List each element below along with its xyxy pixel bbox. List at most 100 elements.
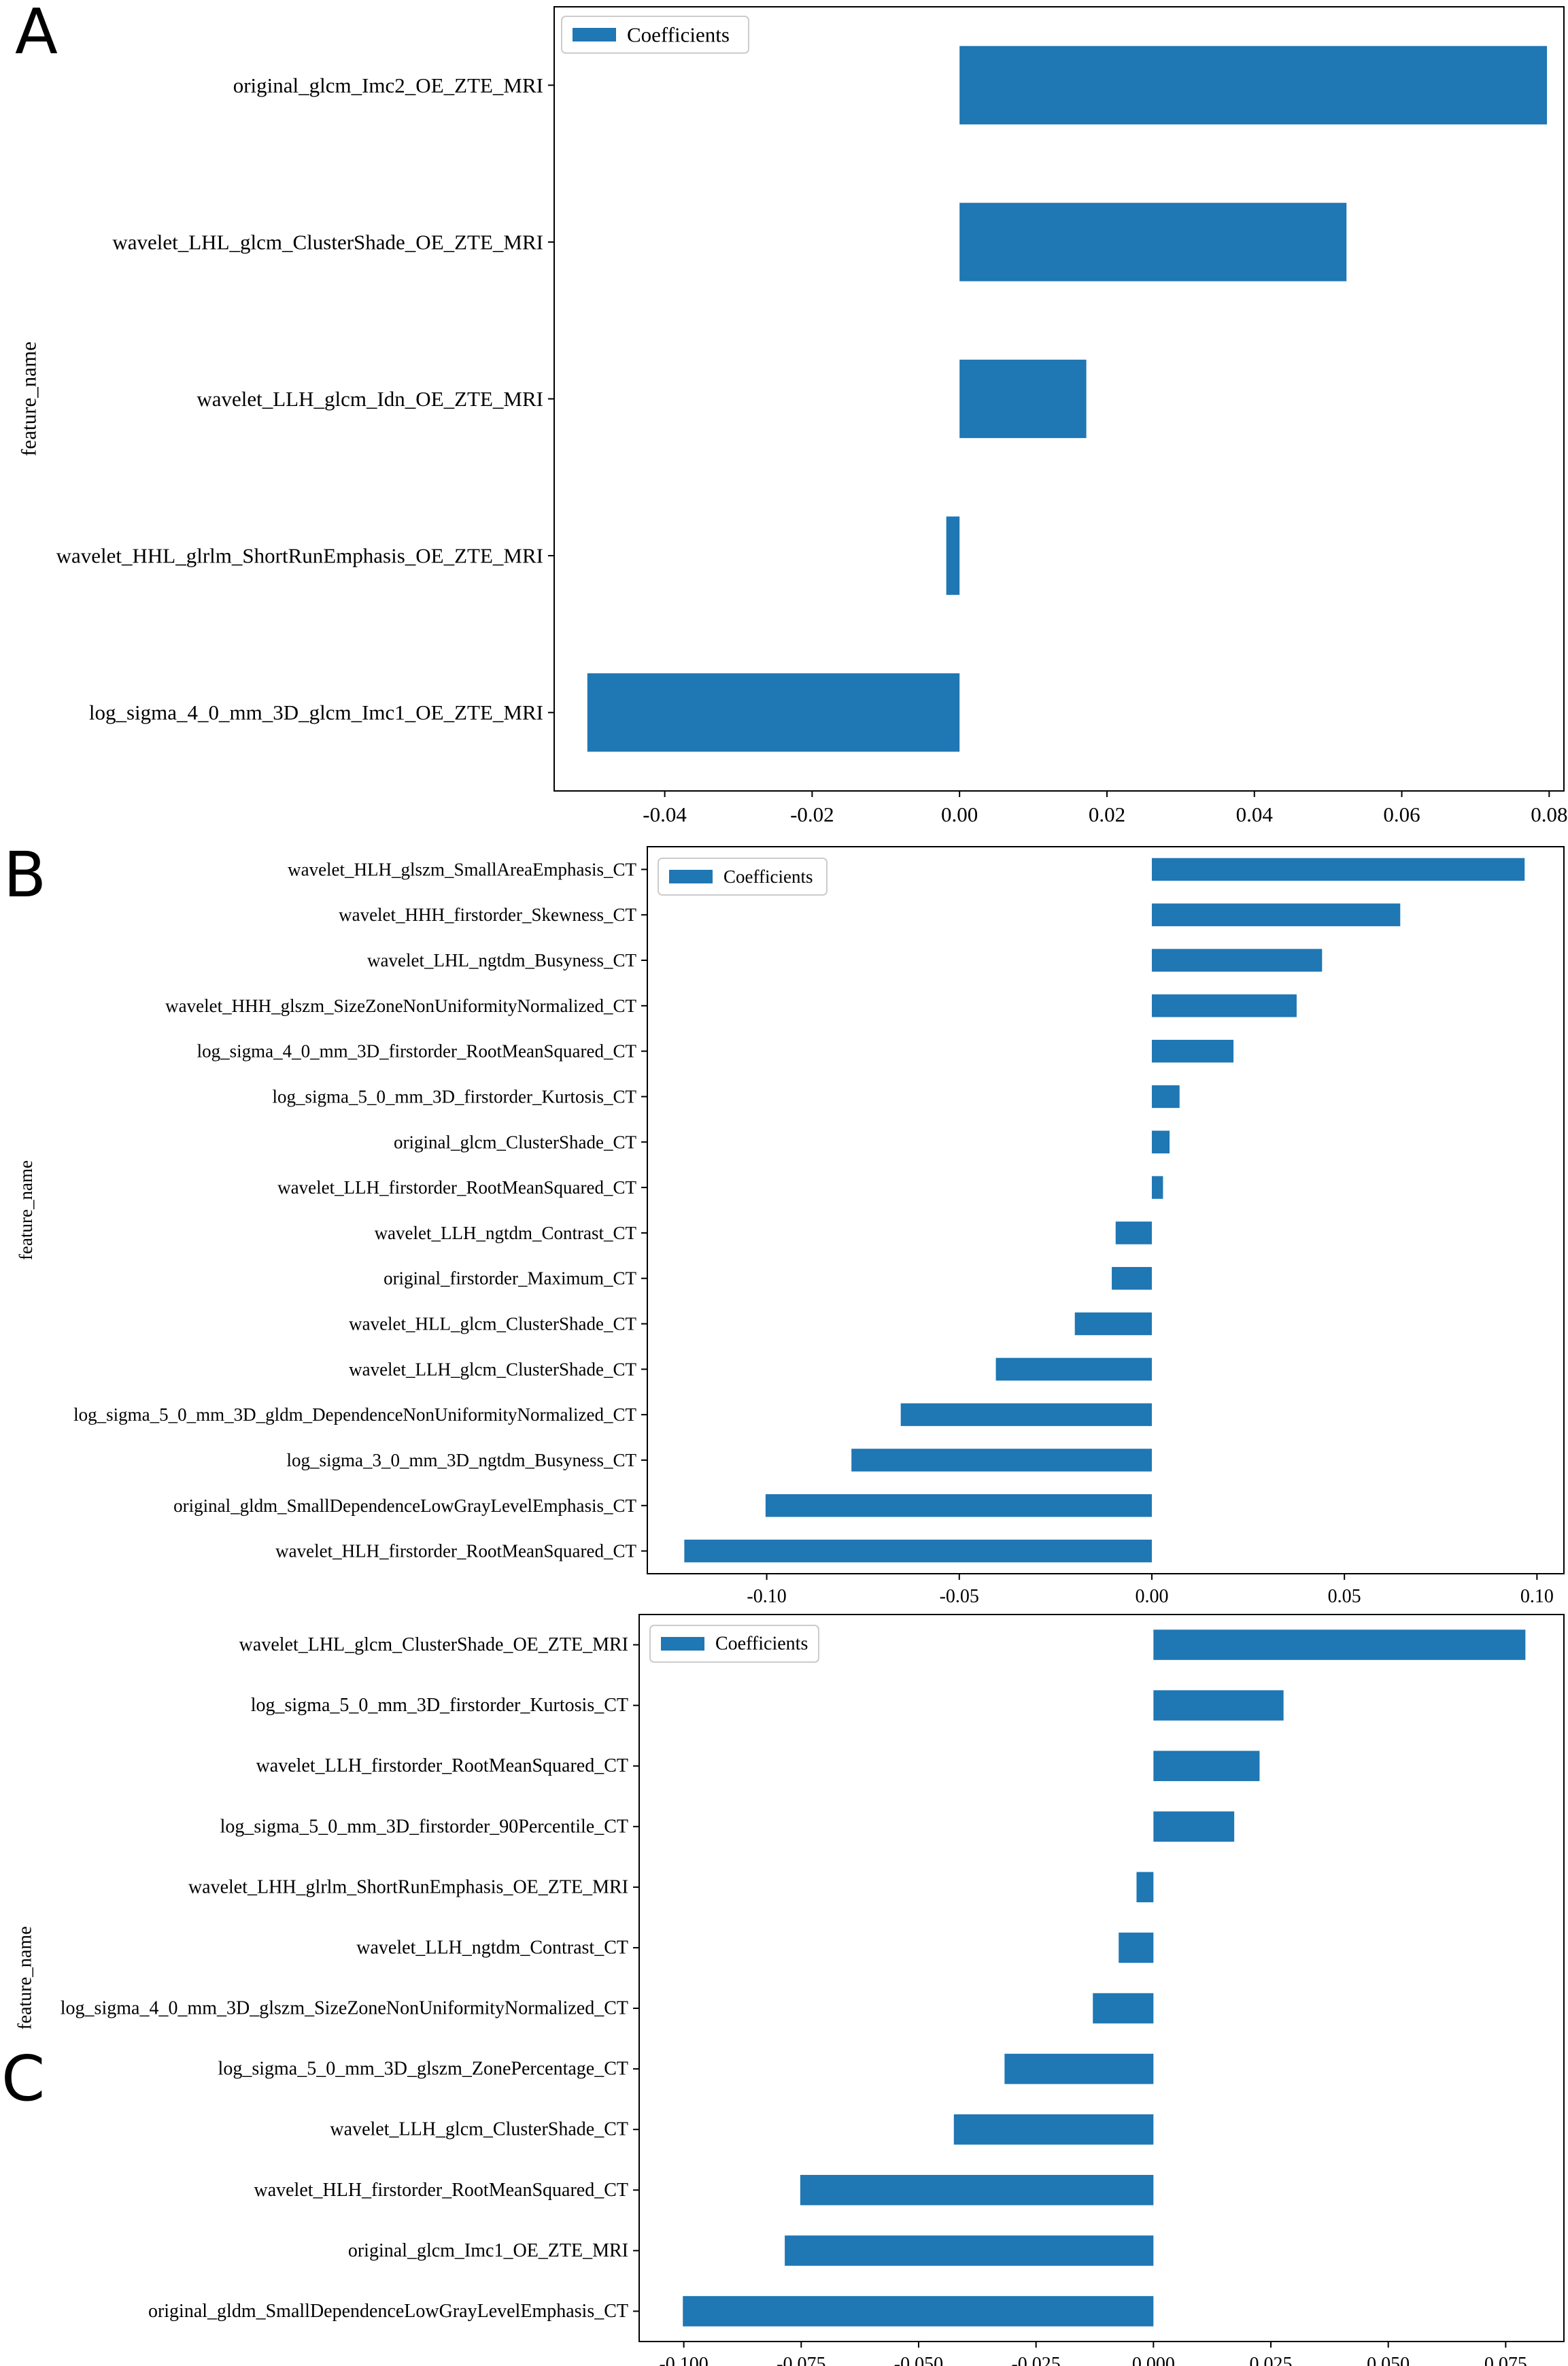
legend-swatch-b <box>669 870 713 883</box>
panel-letter-b: B <box>3 839 46 911</box>
category-label-c-8: log_sigma_5_0_mm_3D_glszm_ZonePercentage… <box>218 2059 628 2080</box>
category-label-c-1: wavelet_LHL_glcm_ClusterShade_OE_ZTE_MRI <box>239 1634 628 1655</box>
bar-c-8 <box>1004 2053 1154 2084</box>
legend-c: Coefficients <box>649 1625 819 1663</box>
x-tick-label-a-5: 0.04 <box>1236 802 1274 826</box>
x-tick-label-c-7: 0.050 <box>1367 2354 1410 2366</box>
category-label-b-9: wavelet_LLH_ngtdm_Contrast_CT <box>375 1223 637 1243</box>
bar-b-8 <box>1151 1176 1163 1199</box>
panel-letter-a: A <box>15 0 58 68</box>
category-label-c-2: log_sigma_5_0_mm_3D_firstorder_Kurtosis_… <box>251 1695 628 1716</box>
x-tick-label-a-3: 0.00 <box>941 802 978 826</box>
category-label-c-11: original_glcm_Imc1_OE_ZTE_MRI <box>348 2240 628 2261</box>
x-tick-label-b-2: -0.05 <box>940 1586 979 1607</box>
legend-b: Coefficients <box>658 858 828 896</box>
category-label-b-10: original_firstorder_Maximum_CT <box>384 1268 636 1289</box>
category-label-b-5: log_sigma_4_0_mm_3D_firstorder_RootMeanS… <box>197 1041 637 1062</box>
x-tick-label-a-7: 0.08 <box>1531 802 1567 826</box>
bar-c-5 <box>1136 1872 1154 1903</box>
category-label-c-5: wavelet_LHH_glrlm_ShortRunEmphasis_OE_ZT… <box>188 1876 628 1897</box>
y-axis-label-b: feature_name <box>16 1160 36 1260</box>
category-label-b-11: wavelet_HLL_glcm_ClusterShade_CT <box>349 1314 636 1334</box>
category-label-c-9: wavelet_LLH_glcm_ClusterShade_CT <box>330 2119 628 2140</box>
x-tick-label-a-1: -0.04 <box>643 802 687 826</box>
chart-panel-c: Cwavelet_LHL_glcm_ClusterShade_OE_ZTE_MR… <box>1 1614 1565 2366</box>
category-label-c-7: log_sigma_4_0_mm_3D_glszm_SizeZoneNonUni… <box>61 1998 628 2019</box>
x-tick-label-b-1: -0.10 <box>747 1586 786 1607</box>
y-axis-label-a: feature_name <box>17 341 41 456</box>
bar-c-10 <box>800 2175 1154 2206</box>
category-label-a-2: wavelet_LHL_glcm_ClusterShade_OE_ZTE_MRI <box>112 230 543 254</box>
bar-c-11 <box>785 2235 1154 2266</box>
bar-b-3 <box>1151 949 1323 972</box>
x-tick-label-a-2: -0.02 <box>790 802 834 826</box>
category-label-c-4: log_sigma_5_0_mm_3D_firstorder_90Percent… <box>220 1816 628 1837</box>
bar-b-5 <box>1151 1039 1234 1063</box>
bar-c-6 <box>1119 1932 1154 1963</box>
panel-letter-c: C <box>1 2042 45 2115</box>
legend-a: Coefficients <box>561 16 749 54</box>
legend-label-b: Coefficients <box>723 866 813 887</box>
category-label-a-1: original_glcm_Imc2_OE_ZTE_MRI <box>233 73 543 97</box>
legend-swatch-a <box>573 28 616 41</box>
category-label-b-4: wavelet_HHH_glszm_SizeZoneNonUniformityN… <box>165 996 636 1016</box>
x-tick-label-c-3: -0.050 <box>894 2354 943 2366</box>
legend-box-c <box>649 1625 819 1663</box>
bar-c-3 <box>1153 1751 1260 1781</box>
x-tick-label-c-5: 0.000 <box>1132 2354 1175 2366</box>
bar-b-15 <box>765 1494 1152 1517</box>
category-label-b-12: wavelet_LLH_glcm_ClusterShade_CT <box>349 1359 636 1379</box>
x-tick-label-a-4: 0.02 <box>1089 802 1125 826</box>
legend-box-a <box>561 16 749 54</box>
x-tick-label-b-5: 0.10 <box>1520 1586 1554 1607</box>
legend-box-b <box>658 858 828 896</box>
bar-b-9 <box>1115 1221 1152 1245</box>
bar-c-4 <box>1153 1811 1235 1842</box>
plot-frame-c <box>638 1614 1565 2342</box>
x-tick-label-c-2: -0.075 <box>777 2354 825 2366</box>
bar-b-11 <box>1074 1312 1152 1336</box>
bar-b-13 <box>900 1403 1152 1426</box>
bar-a-5 <box>587 673 960 752</box>
bar-c-7 <box>1093 1993 1154 2024</box>
bar-a-4 <box>946 516 960 595</box>
bar-b-7 <box>1151 1130 1170 1153</box>
bar-c-1 <box>1153 1629 1526 1660</box>
bar-a-3 <box>959 359 1087 439</box>
x-tick-label-c-8: 0.075 <box>1484 2354 1527 2366</box>
category-label-c-10: wavelet_HLH_firstorder_RootMeanSquared_C… <box>254 2180 628 2201</box>
category-label-b-2: wavelet_HHH_firstorder_Skewness_CT <box>339 905 636 925</box>
plot-frame-b <box>647 846 1565 1574</box>
x-tick-label-b-3: 0.00 <box>1135 1586 1168 1607</box>
category-label-a-3: wavelet_LLH_glcm_Idn_OE_ZTE_MRI <box>197 387 543 411</box>
bar-c-2 <box>1153 1690 1284 1721</box>
category-label-a-4: wavelet_HHL_glrlm_ShortRunEmphasis_OE_ZT… <box>56 544 543 568</box>
x-tick-label-c-1: -0.100 <box>659 2354 708 2366</box>
bar-b-4 <box>1151 994 1297 1017</box>
bar-c-12 <box>683 2296 1154 2327</box>
bar-b-12 <box>995 1357 1152 1381</box>
legend-label-c: Coefficients <box>715 1634 808 1655</box>
x-tick-label-a-6: 0.06 <box>1383 802 1420 826</box>
bar-b-14 <box>851 1449 1152 1472</box>
x-tick-label-c-6: 0.025 <box>1249 2354 1292 2366</box>
y-axis-label-c: feature_name <box>15 1926 36 2029</box>
category-label-b-8: wavelet_LLH_firstorder_RootMeanSquared_C… <box>277 1177 636 1198</box>
category-label-b-1: wavelet_HLH_glszm_SmallAreaEmphasis_CT <box>288 859 636 879</box>
category-label-b-13: log_sigma_5_0_mm_3D_gldm_DependenceNonUn… <box>73 1404 636 1425</box>
legend-label-a: Coefficients <box>627 23 730 47</box>
bar-c-9 <box>953 2114 1154 2145</box>
category-label-c-3: wavelet_LLH_firstorder_RootMeanSquared_C… <box>256 1755 628 1776</box>
bar-b-10 <box>1112 1267 1152 1290</box>
category-label-b-3: wavelet_LHL_ngtdm_Busyness_CT <box>367 950 636 970</box>
bar-b-1 <box>1151 858 1525 881</box>
category-label-b-6: log_sigma_5_0_mm_3D_firstorder_Kurtosis_… <box>273 1086 637 1106</box>
category-label-c-12: original_gldm_SmallDependenceLowGrayLeve… <box>148 2301 628 2322</box>
x-tick-label-b-4: 0.05 <box>1328 1586 1361 1607</box>
bar-b-2 <box>1151 903 1401 926</box>
legend-swatch-c <box>661 1637 704 1651</box>
